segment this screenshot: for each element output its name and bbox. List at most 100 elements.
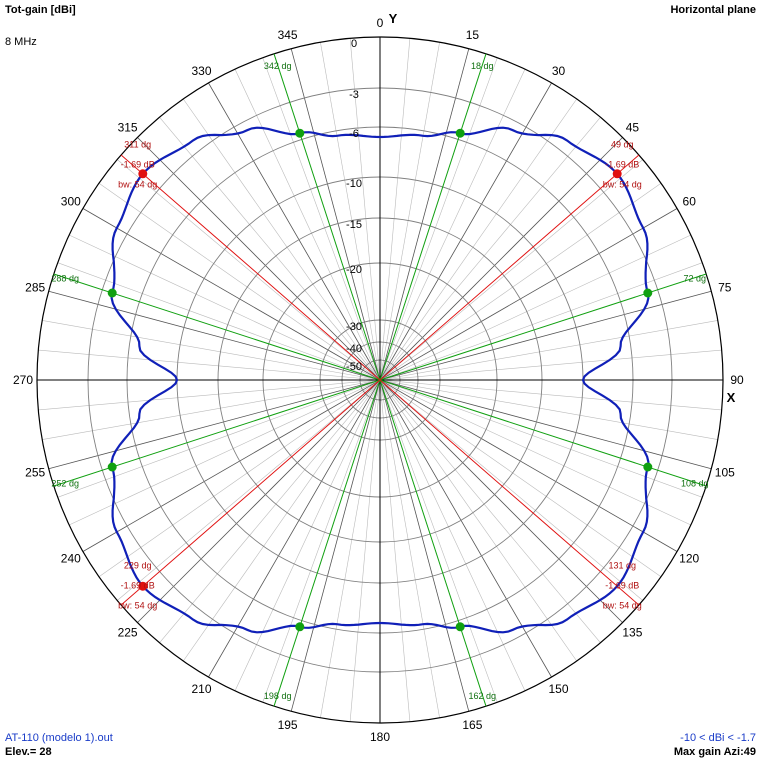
radial-tick-label: -30	[346, 321, 362, 333]
azimuth-tick-label: 60	[683, 195, 697, 209]
elevation-label: Elev.= 28	[5, 746, 52, 758]
azimuth-tick-label: 15	[466, 28, 480, 42]
half-power-label: 162 dg	[469, 691, 497, 701]
azimuth-tick-label: 300	[61, 195, 81, 209]
spoke-line	[349, 38, 381, 381]
azimuth-tick-label: 210	[191, 682, 211, 696]
spoke-line	[379, 98, 577, 381]
spoke-line	[48, 290, 381, 381]
spoke-line	[183, 379, 381, 662]
spoke-line	[379, 379, 712, 470]
half-power-line	[379, 379, 707, 487]
spoke-line	[68, 234, 381, 381]
spoke-line	[379, 379, 526, 692]
azimuth-tick-label: 0	[377, 16, 384, 30]
azimuth-tick-label: 135	[622, 625, 642, 639]
half-power-label: 342 dg	[264, 61, 292, 71]
spoke-line	[234, 379, 381, 692]
beamwidth-gain-label: -1.69 dB	[121, 159, 155, 169]
spoke-line	[379, 117, 601, 381]
half-power-line	[379, 379, 487, 707]
spoke-line	[379, 379, 577, 662]
spoke-line	[82, 379, 381, 552]
spoke-line	[98, 379, 381, 577]
spoke-line	[379, 68, 526, 381]
azimuth-tick-label: 45	[626, 121, 640, 135]
spoke-line	[68, 379, 381, 526]
azimuth-tick-label: 90	[730, 373, 744, 387]
spoke-line	[379, 208, 678, 381]
file-name-label: AT-110 (modelo 1).out	[5, 732, 113, 744]
spoke-line	[98, 183, 381, 381]
half-power-label: 288 dg	[51, 274, 79, 284]
azimuth-tick-label: 120	[679, 552, 699, 566]
half-power-label: 18 dg	[471, 61, 494, 71]
spoke-line	[379, 379, 722, 411]
half-power-marker	[455, 622, 465, 632]
pattern-markers	[107, 128, 653, 632]
beamwidth-angle-label: 311 dg	[124, 139, 151, 149]
beamwidth-gain-label: -1.69 dB	[605, 581, 639, 591]
spoke-line	[137, 137, 381, 381]
spoke-line	[48, 379, 381, 470]
spoke-line	[290, 379, 381, 712]
azimuth-tick-label: 75	[718, 281, 732, 295]
chart-title: Tot-gain [dBi]	[5, 4, 76, 16]
gain-range-label: -10 < dBi < -1.7	[680, 732, 756, 744]
half-power-label: 108 dg	[681, 478, 709, 488]
half-power-line	[379, 273, 707, 381]
beamwidth-bw-label: bw: 54 dg	[603, 179, 642, 189]
plane-label: Horizontal plane	[670, 4, 756, 16]
half-power-marker	[643, 288, 653, 298]
half-power-marker	[107, 288, 117, 298]
spoke-line	[379, 349, 722, 381]
max-gain-label: Max gain Azi:49	[673, 746, 756, 758]
spoke-line	[320, 379, 381, 718]
spoke-line	[379, 159, 643, 381]
spoke-line	[379, 379, 678, 552]
half-power-marker	[295, 622, 305, 632]
spoke-line	[57, 262, 381, 381]
half-power-line	[273, 379, 381, 707]
radial-tick-label: 0	[351, 38, 357, 50]
spoke-line	[320, 42, 381, 381]
azimuth-tick-label: 270	[13, 373, 33, 387]
spoke-line	[117, 159, 381, 381]
azimuth-tick-label: 180	[370, 730, 390, 744]
spoke-line	[379, 379, 692, 526]
spoke-line	[379, 320, 718, 381]
beamwidth-bw-label: bw: 54 dg	[118, 179, 157, 189]
frequency-label: 8 MHz	[5, 36, 37, 48]
spoke-line	[379, 379, 662, 577]
max-gain-marker	[612, 169, 622, 179]
azimuth-tick-label: 195	[278, 718, 298, 732]
x-axis-label: X	[727, 390, 736, 405]
y-axis-label: Y	[389, 11, 398, 26]
radial-tick-label: -15	[346, 219, 362, 231]
beamwidth-gain-label: -1.69 dB	[121, 581, 155, 591]
radial-tick-label: -40	[346, 343, 362, 355]
beamwidth-line	[120, 379, 381, 606]
radial-tick-label: -20	[346, 264, 362, 276]
spoke-line	[38, 379, 381, 411]
spoke-line	[379, 379, 643, 601]
azimuth-tick-label: 225	[118, 625, 138, 639]
spoke-line	[262, 57, 381, 381]
beamwidth-angle-label: 49 dg	[611, 139, 634, 149]
radiation-pattern	[110, 126, 650, 634]
azimuth-tick-label: 330	[191, 64, 211, 78]
pattern-group	[110, 126, 650, 634]
spoke-line	[159, 117, 381, 381]
beamwidth-angle-label: 229 dg	[124, 561, 152, 571]
azimuth-tick-label: 240	[61, 552, 81, 566]
spoke-line	[379, 379, 440, 718]
beamwidth-line	[120, 154, 381, 381]
beamwidth-line	[379, 154, 640, 381]
azimuth-tick-label: 345	[278, 28, 298, 42]
spoke-line	[349, 379, 381, 722]
spoke-line	[137, 379, 381, 623]
max-gain-marker	[138, 581, 148, 591]
azimuth-tick-label: 105	[715, 465, 735, 479]
half-power-line	[53, 379, 381, 487]
